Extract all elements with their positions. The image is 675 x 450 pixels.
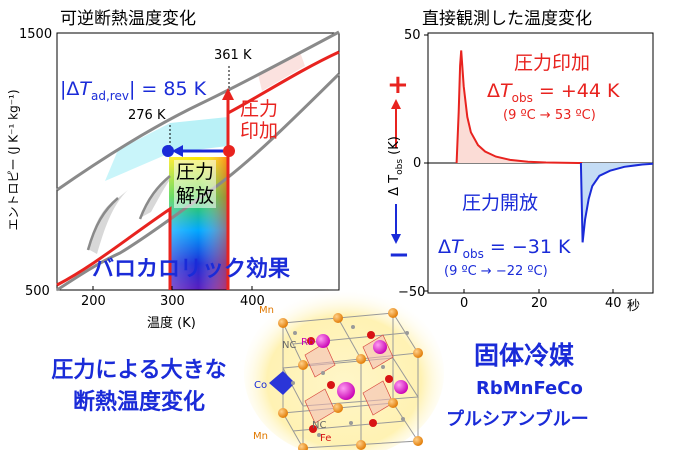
release-line	[579, 162, 654, 243]
plus-sign: +	[387, 70, 409, 100]
release-fill	[580, 163, 653, 243]
crystal-label-mn-top: Mn	[259, 305, 274, 316]
rxtick-0: 0	[460, 296, 469, 311]
crystal-structure-image	[244, 288, 444, 450]
marker-276-label: 276 K	[128, 108, 166, 123]
rytick-0: 0	[413, 156, 422, 171]
crystal-label-nc: NC	[282, 340, 297, 351]
ytick-500: 500	[25, 284, 50, 299]
minus-sign: −	[388, 240, 410, 270]
pressure-apply-label: 圧力 印加	[240, 98, 279, 142]
left-plot-frame	[56, 32, 340, 291]
red-curve-lower	[56, 206, 172, 290]
right-chart-title: 直接観測した温度変化	[422, 9, 592, 29]
apply-arrow-head	[222, 88, 234, 100]
pink-region	[258, 52, 305, 91]
release-delta: ΔTobs = −31 K	[438, 236, 571, 261]
crystal-label-mn-bottom: Mn	[253, 431, 268, 442]
rytick-50: 50	[404, 28, 421, 43]
rxtick-40: 40	[605, 296, 622, 311]
rxtick-20: 20	[531, 296, 548, 311]
gray-region-2	[140, 169, 178, 218]
gray-curve-upper	[56, 30, 340, 192]
left-chart-title: 可逆断熱温度変化	[60, 9, 196, 29]
ytick-1500: 1500	[19, 27, 53, 42]
barocaloric-effect-label: バロカロリック効果	[92, 257, 291, 282]
point-361	[223, 145, 235, 157]
release-range: (9 ºC → −22 ºC)	[444, 264, 548, 279]
crystal-label-co: Co	[254, 380, 268, 391]
crystal-label-fe: Fe	[320, 433, 332, 444]
pressure-release-label: 圧力 解放	[174, 160, 217, 208]
compound-name: プルシアンブルー	[446, 409, 589, 430]
delta-ad-rev-label: |ΔTTad,rev| = 85 K	[60, 78, 207, 103]
release-arrow-head	[172, 145, 183, 157]
temperature-chart	[391, 32, 654, 294]
red-curve-upper	[227, 50, 340, 115]
x-unit-seconds: 秒	[627, 299, 641, 314]
xtick-300: 300	[160, 294, 185, 309]
gray-region-1	[88, 190, 128, 254]
gray-curve-lower	[56, 72, 340, 292]
crystal-label-nc-bottom: NC	[312, 420, 327, 431]
apply-label: 圧力印加	[514, 52, 591, 74]
release-label: 圧力開放	[462, 192, 539, 214]
cyan-region-left	[105, 123, 170, 181]
bottom-left-caption: 圧力による大きな 断熱温度変化	[51, 358, 227, 415]
left-xlabel: 温度 (K)	[147, 316, 196, 331]
solid-refrigerant-title: 固体冷媒	[474, 341, 575, 370]
entropy-chart	[56, 30, 340, 292]
compound-formula: RbMnFeCo	[476, 378, 583, 399]
apply-fill	[456, 50, 583, 163]
down-arrow-head	[391, 234, 401, 244]
gray-transition-1	[86, 197, 119, 251]
up-arrow-head	[391, 99, 401, 109]
crystal-label-rb: Rb	[301, 337, 315, 348]
apply-range: (9 ºC → 53 ºC)	[503, 108, 596, 123]
point-276	[162, 145, 174, 157]
marker-361-label: 361 K	[214, 48, 252, 63]
right-ylabel: Δ Tobs (K)	[387, 136, 405, 196]
cyan-region	[170, 117, 228, 153]
xtick-200: 200	[81, 294, 106, 309]
gray-transition-2	[138, 175, 171, 220]
apply-delta: ΔTobs = +44 K	[487, 80, 620, 105]
rytick-minus50: −50	[398, 285, 426, 300]
apply-line	[455, 50, 583, 164]
xtick-400: 400	[240, 294, 265, 309]
